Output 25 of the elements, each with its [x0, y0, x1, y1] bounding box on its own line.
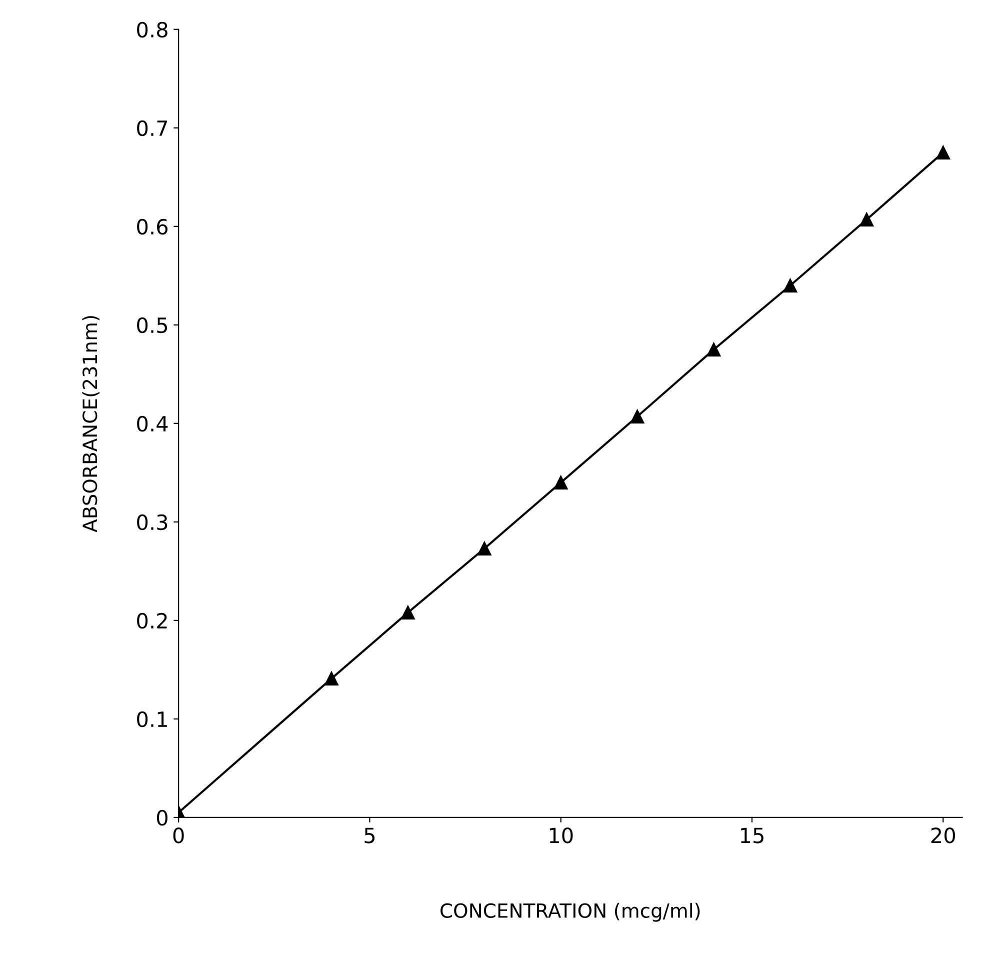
x-tick-label: 5: [364, 828, 375, 844]
point: [783, 278, 798, 292]
point: [936, 146, 950, 160]
y-tick-label: 0.7: [137, 120, 168, 136]
y-tick-label: 0.4: [137, 416, 168, 432]
point: [630, 410, 644, 424]
point: [706, 342, 721, 356]
point: [554, 476, 568, 490]
y-tick-label: 0.6: [137, 218, 168, 235]
y-axis-title: ABSORBANCE(231nm): [82, 316, 100, 532]
y-tick-label: 0: [156, 810, 168, 826]
y-tick-label: 0.3: [137, 514, 168, 530]
y-tick-label: 0.1: [137, 711, 167, 728]
x-axis-title: CONCENTRATION (mcg/ml): [440, 902, 700, 922]
point: [860, 212, 874, 226]
x-tick-label: 15: [741, 828, 764, 844]
y-tick-label: 0.8: [137, 22, 168, 38]
point: [324, 672, 338, 686]
x-tick-label: 10: [550, 828, 573, 844]
point: [400, 606, 415, 620]
y-tick-label: 0.2: [137, 612, 167, 629]
y-tick-label: 0.5: [137, 317, 168, 334]
point: [477, 542, 492, 556]
x-tick-label: 0: [173, 828, 184, 844]
x-tick-label: 20: [931, 828, 955, 844]
